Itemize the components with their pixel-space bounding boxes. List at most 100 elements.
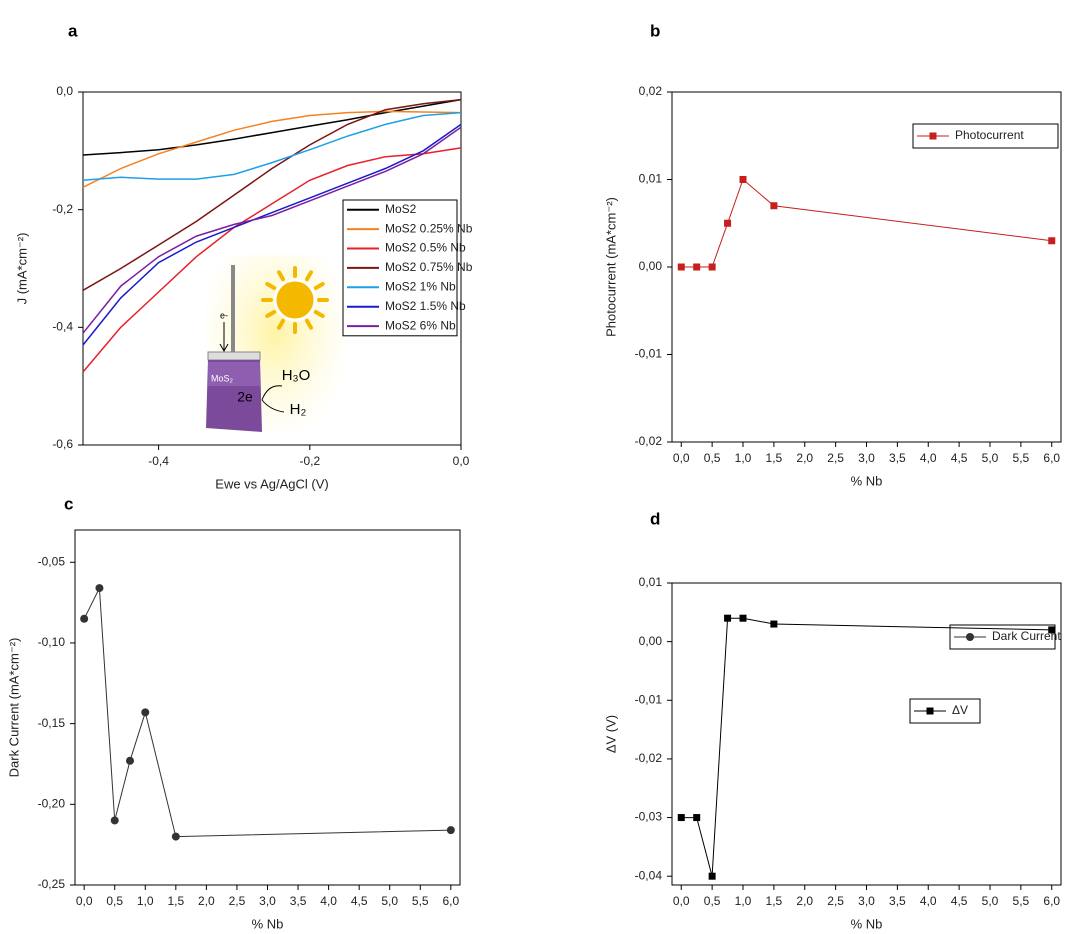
x-tick-label: 1,0 xyxy=(137,894,154,908)
legend-label: MoS2 0.25% Nb xyxy=(385,221,473,235)
x-tick-label: 2,0 xyxy=(796,894,813,908)
sun-ray xyxy=(277,270,285,282)
marker xyxy=(724,219,732,227)
x-tick-label: 0,0 xyxy=(76,894,93,908)
marker xyxy=(739,176,747,183)
legend-marker xyxy=(929,132,937,140)
sun-ray xyxy=(313,310,325,318)
electrode-band xyxy=(208,362,260,386)
y-axis-label: Photocurrent (mA*cm⁻²) xyxy=(603,197,618,337)
x-axis-label: % Nb xyxy=(851,916,883,931)
y-tick-label: 0,00 xyxy=(639,634,663,648)
legend-label: MoS2 1.5% Nb xyxy=(385,299,466,313)
x-tick-label: 1,5 xyxy=(766,451,783,465)
marker xyxy=(693,814,701,822)
x-tick-label: 2,0 xyxy=(796,451,813,465)
x-tick-label: 4,5 xyxy=(351,894,368,908)
x-tick-label: 5,0 xyxy=(381,894,398,908)
series-line xyxy=(681,617,1052,877)
x-tick-label: 0,0 xyxy=(673,894,690,908)
marker xyxy=(708,872,716,880)
legend-label: MoS2 6% Nb xyxy=(385,318,456,332)
y-tick-label: -0,03 xyxy=(635,810,663,824)
y-tick-label: -0,01 xyxy=(635,692,663,706)
sun xyxy=(273,278,317,322)
marker xyxy=(171,832,180,841)
legend-label: Photocurrent xyxy=(955,128,1024,142)
x-tick-label: 5,0 xyxy=(982,451,999,465)
legend-label: MoS2 0.5% Nb xyxy=(385,241,466,255)
x-tick-label: 5,5 xyxy=(412,894,429,908)
legend-label: Dark Current xyxy=(992,629,1061,643)
y-tick-label: 0,01 xyxy=(639,172,663,186)
x-tick-label: 4,5 xyxy=(951,451,968,465)
marker xyxy=(693,263,701,271)
y-tick-label: -0,4 xyxy=(52,320,73,334)
marker xyxy=(739,614,747,622)
x-tick-label: -0,2 xyxy=(299,454,320,468)
marker xyxy=(80,614,89,623)
x-axis-label: % Nb xyxy=(252,916,284,931)
x-tick-label: 2,5 xyxy=(827,894,844,908)
y-axis-label: Dark Current (mA*cm⁻²) xyxy=(6,638,21,778)
x-tick-label: 5,0 xyxy=(982,894,999,908)
x-tick-label: 3,0 xyxy=(259,894,276,908)
legend-marker xyxy=(926,707,934,715)
y-tick-label: -0,15 xyxy=(38,716,66,730)
electron-arrowhead xyxy=(219,343,229,353)
reaction-arrow xyxy=(261,399,285,413)
x-tick-label: 2,5 xyxy=(229,894,246,908)
marker xyxy=(770,202,778,210)
sun-ray xyxy=(313,282,325,290)
series-line xyxy=(82,111,462,182)
annotation: H₃O xyxy=(282,367,311,384)
marker xyxy=(1048,626,1056,634)
panel-label: a xyxy=(68,21,78,40)
series-line xyxy=(82,147,462,373)
y-tick-label: -0,02 xyxy=(635,434,663,448)
annotation: H₂ xyxy=(290,401,307,418)
x-tick-label: 4,0 xyxy=(920,451,937,465)
annotation: e- xyxy=(220,310,228,320)
x-tick-label: 5,5 xyxy=(1013,894,1030,908)
reaction-arrow xyxy=(261,385,283,401)
electrode-top xyxy=(207,351,261,361)
x-tick-label: 1,0 xyxy=(735,451,752,465)
legend-label: MoS2 0.75% Nb xyxy=(385,260,473,274)
series-line xyxy=(82,123,462,346)
y-axis-label: J (mA*cm⁻²) xyxy=(14,233,29,305)
series-line xyxy=(83,586,451,838)
series-line xyxy=(82,126,462,334)
annotation: 2e xyxy=(237,389,253,405)
legend-label: MoS2 1% Nb xyxy=(385,279,456,293)
x-tick-label: 1,5 xyxy=(766,894,783,908)
y-tick-label: -0,25 xyxy=(38,877,66,891)
marker xyxy=(126,756,134,765)
series-line xyxy=(82,98,462,291)
x-tick-label: 5,5 xyxy=(1013,451,1030,465)
x-tick-label: 1,0 xyxy=(735,894,752,908)
x-tick-label: 6,0 xyxy=(1043,894,1060,908)
sun-ray xyxy=(305,318,313,330)
x-tick-label: 4,0 xyxy=(920,894,937,908)
panel-label: b xyxy=(650,21,660,40)
x-tick-label: 3,5 xyxy=(889,894,906,908)
plot-frame xyxy=(74,529,461,886)
y-tick-label: -0,02 xyxy=(635,751,663,765)
legend-label: ΔV xyxy=(952,703,968,717)
x-tick-label: 4,5 xyxy=(951,894,968,908)
sun-ray xyxy=(265,282,277,290)
y-tick-label: -0,04 xyxy=(635,868,663,882)
x-tick-label: 3,5 xyxy=(889,451,906,465)
y-tick-label: -0,6 xyxy=(52,437,73,451)
x-tick-label: 0,0 xyxy=(673,451,690,465)
x-tick-label: 0,5 xyxy=(106,894,123,908)
marker xyxy=(141,708,150,717)
y-tick-label: -0,20 xyxy=(38,796,66,810)
marker xyxy=(770,620,778,628)
x-tick-label: 6,0 xyxy=(442,894,459,908)
x-tick-label: 3,5 xyxy=(290,894,307,908)
marker xyxy=(724,614,732,622)
marker xyxy=(1048,237,1056,245)
